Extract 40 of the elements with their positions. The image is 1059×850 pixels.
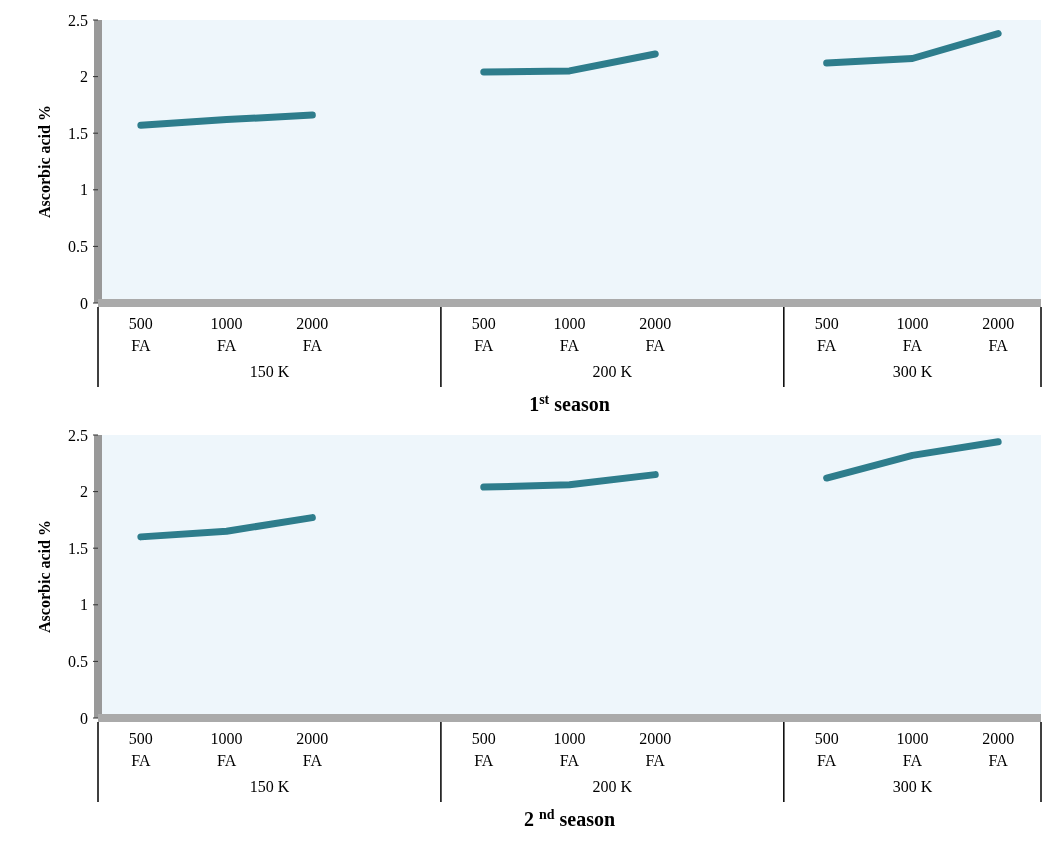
y-tick-label: 0 bbox=[80, 709, 88, 727]
y-tick-label: 2 bbox=[80, 483, 88, 501]
x-tick-label: 500 FA bbox=[128, 730, 153, 769]
y-axis-title: Ascorbic acid % bbox=[36, 520, 53, 633]
text: 200 K bbox=[592, 363, 633, 380]
text: 300 K bbox=[892, 778, 933, 795]
y-tick-label: 1 bbox=[80, 181, 88, 199]
y-tick-label: 1 bbox=[80, 596, 88, 614]
x-tick-label: 500 FA bbox=[814, 315, 839, 354]
x-tick-label: 2000 FA bbox=[639, 730, 672, 769]
text: 150 K bbox=[249, 778, 290, 795]
x-tick-label: 1000 FA bbox=[896, 730, 929, 769]
x-tick-label: 1000 FA bbox=[553, 730, 586, 769]
y-tick-label: 2.5 bbox=[68, 426, 88, 444]
x-tick-label: 500 FA bbox=[814, 730, 839, 769]
x-tick-label: 500 FA bbox=[471, 315, 496, 354]
x-tick-label: 1000 FA bbox=[553, 315, 586, 354]
y-tick-label: 0 bbox=[80, 294, 88, 312]
text: 150 K bbox=[249, 363, 290, 380]
x-tick-label: 2000 FA bbox=[639, 315, 672, 354]
x-tick-label: 500 FA bbox=[128, 315, 153, 354]
y-axis-title: Ascorbic acid % bbox=[36, 105, 53, 218]
x-tick-label: 1000 FA bbox=[896, 315, 929, 354]
x-axis-title: 1$^{st}$ season bbox=[529, 391, 610, 415]
text: 200 K bbox=[592, 778, 633, 795]
x-tick-label: 1000 FA bbox=[210, 730, 243, 769]
x-axis-title: 2 $^{nd}$ season bbox=[523, 806, 616, 830]
x-tick-label: 2000 FA bbox=[296, 730, 329, 769]
x-tick-label: 500 FA bbox=[471, 730, 496, 769]
y-tick-label: 2.5 bbox=[68, 11, 88, 29]
y-tick-label: 0.5 bbox=[68, 653, 88, 670]
y-tick-label: 0.5 bbox=[68, 238, 88, 255]
x-tick-label: 1000 FA bbox=[210, 315, 243, 354]
y-tick-label: 1.5 bbox=[68, 539, 88, 557]
x-tick-label: 2000 FA bbox=[982, 315, 1015, 354]
y-tick-label: 2 bbox=[80, 68, 88, 86]
text: 300 K bbox=[892, 363, 933, 380]
x-tick-label: 2000 FA bbox=[982, 730, 1015, 769]
x-tick-label: 2000 FA bbox=[296, 315, 329, 354]
y-tick-label: 1.5 bbox=[68, 124, 88, 142]
